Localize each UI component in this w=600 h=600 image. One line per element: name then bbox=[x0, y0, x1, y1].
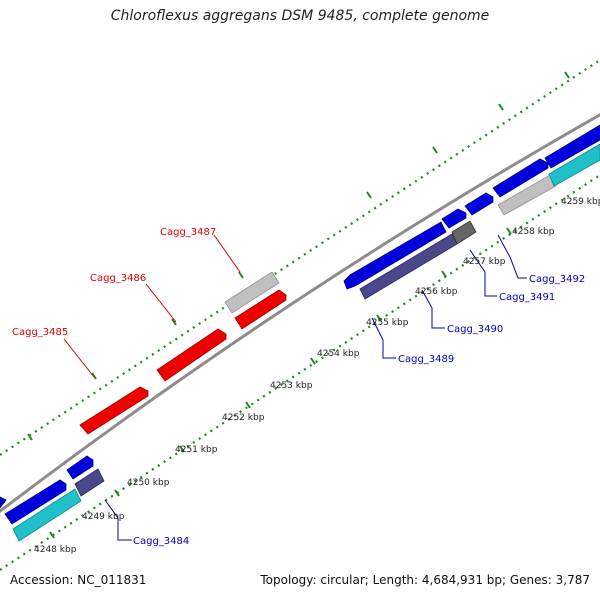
gene-blue-left-a[interactable] bbox=[4, 479, 67, 525]
scale-label: 4250 kbp bbox=[127, 478, 170, 488]
gene-label-cagg-3485[interactable]: Cagg_3485 bbox=[12, 327, 68, 338]
gene-blue-right[interactable] bbox=[544, 124, 600, 169]
scale-label: 4253 kbp bbox=[270, 381, 313, 391]
scale-labels: 4248 kbp 4249 kbp 4250 kbp 4251 kbp 4252… bbox=[34, 197, 600, 555]
scale-label: 4254 kbp bbox=[317, 349, 360, 359]
label-leaders bbox=[63, 234, 527, 541]
scale-label: 4257 kbp bbox=[463, 257, 506, 267]
scale-label: 4259 kbp bbox=[561, 197, 600, 207]
gene-label-cagg-3484[interactable]: Cagg_3484 bbox=[133, 536, 189, 547]
scale-label: 4249 kbp bbox=[82, 512, 125, 522]
scale-label: 4248 kbp bbox=[34, 545, 77, 555]
forward-genes bbox=[79, 271, 287, 435]
gene-blue-left-b[interactable] bbox=[66, 455, 94, 480]
gene-labels: Cagg_3485 Cagg_3486 Cagg_3487 Cagg_3484 … bbox=[12, 227, 585, 547]
gene-label-cagg-3487[interactable]: Cagg_3487 bbox=[160, 227, 216, 238]
gene-blue-edge[interactable] bbox=[0, 496, 7, 509]
scale-label: 4252 kbp bbox=[222, 413, 265, 423]
gene-cagg-3485[interactable] bbox=[79, 386, 149, 435]
gene-blue-small-a[interactable] bbox=[441, 208, 467, 229]
scale-label: 4258 kbp bbox=[512, 227, 555, 237]
genome-backbone bbox=[0, 113, 600, 514]
outer-major-ticks bbox=[27, 71, 570, 441]
gene-label-cagg-3491[interactable]: Cagg_3491 bbox=[499, 292, 555, 303]
gene-label-cagg-3492[interactable]: Cagg_3492 bbox=[529, 274, 585, 285]
genome-summary: Topology: circular; Length: 4,684,931 bp… bbox=[260, 573, 590, 587]
gene-blue-small-b[interactable] bbox=[464, 192, 494, 216]
gene-gray-lower[interactable] bbox=[497, 174, 557, 216]
scale-label: 4255 kbp bbox=[366, 318, 409, 328]
gene-cagg-3492[interactable] bbox=[492, 158, 549, 198]
inner-major-ticks bbox=[49, 227, 512, 539]
scale-label: 4251 kbp bbox=[175, 445, 218, 455]
gene-cagg-3484[interactable] bbox=[74, 468, 105, 497]
reverse-genes bbox=[0, 124, 600, 542]
gene-cagg-3491[interactable] bbox=[451, 220, 477, 245]
outer-tick-ring bbox=[0, 59, 600, 456]
gene-cagg-3487[interactable] bbox=[234, 289, 287, 330]
inner-tick-ring bbox=[0, 174, 600, 571]
gene-gray-upper[interactable] bbox=[224, 271, 280, 314]
gene-cyan-right[interactable] bbox=[548, 143, 600, 187]
gene-label-cagg-3489[interactable]: Cagg_3489 bbox=[398, 354, 454, 365]
gene-label-cagg-3486[interactable]: Cagg_3486 bbox=[90, 273, 146, 284]
gene-cyan-left[interactable] bbox=[12, 488, 82, 542]
gene-cagg-3486[interactable] bbox=[156, 328, 227, 382]
map-title: Chloroflexus aggregans DSM 9485, complet… bbox=[110, 8, 490, 24]
scale-label: 4256 kbp bbox=[415, 287, 458, 297]
gene-cagg-3489-blue[interactable] bbox=[343, 221, 447, 290]
accession-text: Accession: NC_011831 bbox=[10, 573, 147, 587]
gene-label-cagg-3490[interactable]: Cagg_3490 bbox=[447, 324, 503, 335]
